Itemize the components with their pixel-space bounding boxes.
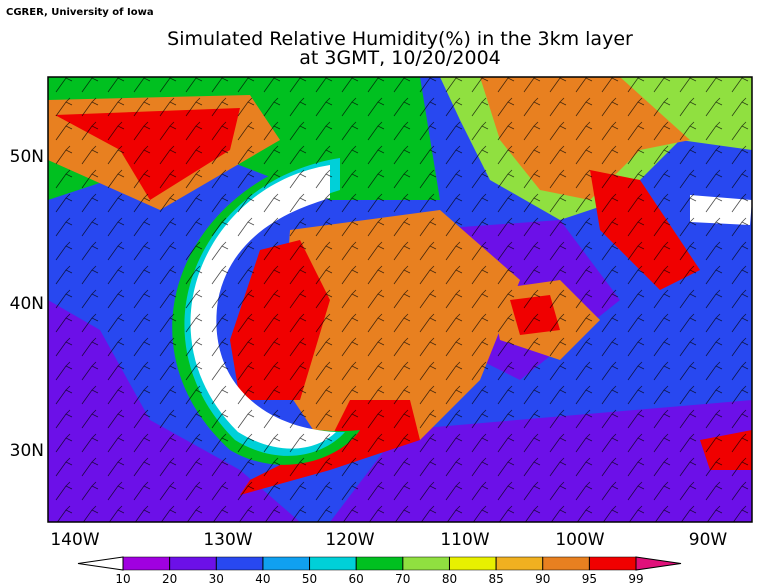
colorbar-bin: [262, 556, 310, 571]
lon-label: 120W: [325, 530, 374, 550]
colorbar-bin: [542, 556, 590, 571]
lat-label: 50N: [10, 147, 44, 167]
lon-label: 130W: [203, 530, 252, 550]
colorbar-bin: [309, 556, 357, 571]
colorbar-label: 80: [442, 572, 457, 586]
colorbar-label: 90: [535, 572, 550, 586]
axis-labels: 50N 40N 30N 140W 130W 120W 110W 100W 90W: [10, 147, 728, 550]
colorbar-label: 20: [162, 572, 177, 586]
colorbar-label: 50: [302, 572, 317, 586]
colorbar-label: 70: [395, 572, 410, 586]
colorbar-label: 10: [115, 572, 130, 586]
colorbar-bin: [449, 556, 497, 571]
colorbar-under: [77, 556, 124, 571]
lon-label: 90W: [689, 530, 728, 550]
colorbar-label: 40: [255, 572, 270, 586]
colorbar-bin: [216, 556, 264, 571]
humidity-field: [48, 77, 752, 522]
lat-label: 30N: [10, 441, 44, 461]
colorbar-label: 99: [628, 572, 643, 586]
colorbar-bin: [355, 556, 404, 571]
map-frame: [47, 76, 753, 523]
lat-label: 40N: [10, 294, 44, 314]
lon-label: 140W: [50, 530, 99, 550]
colorbar-bin: [589, 556, 637, 571]
colorbar-label: 85: [488, 572, 503, 586]
lon-label: 110W: [440, 530, 489, 550]
colorbar-over: [635, 556, 682, 571]
colorbar-label: 30: [209, 572, 224, 586]
credit: CGRER, University of Iowa: [6, 7, 154, 18]
colorbar: 10 20 30 40 50 60 70 80 85 90 95 99: [77, 556, 682, 586]
colorbar-bin: [169, 556, 217, 571]
title: Simulated Relative Humidity(%) in the 3k…: [167, 28, 633, 50]
colorbar-label: 95: [582, 572, 597, 586]
colorbar-bin: [495, 556, 543, 571]
colorbar-bin: [122, 556, 170, 571]
colorbar-bin: [402, 556, 450, 571]
lon-label: 100W: [555, 530, 604, 550]
colorbar-label: 60: [349, 572, 364, 586]
subtitle: at 3GMT, 10/20/2004: [299, 47, 501, 69]
